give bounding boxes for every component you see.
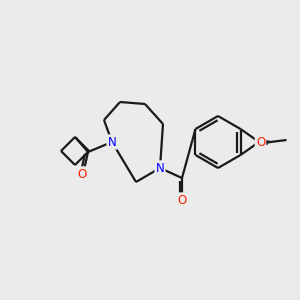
Text: O: O	[256, 136, 265, 149]
Text: N: N	[108, 136, 116, 148]
Text: O: O	[177, 194, 187, 206]
Text: O: O	[77, 167, 87, 181]
Text: N: N	[156, 161, 164, 175]
